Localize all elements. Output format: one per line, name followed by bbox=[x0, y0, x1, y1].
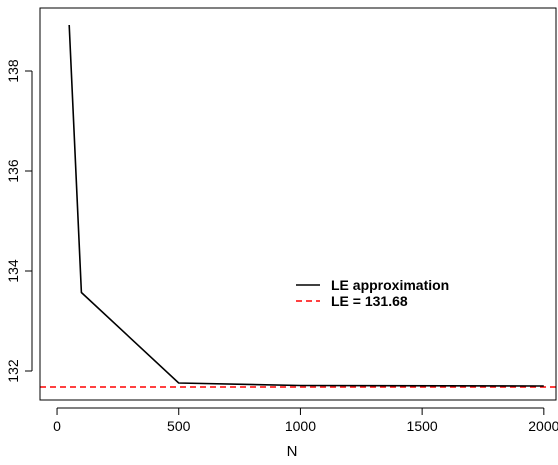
plot-lines bbox=[40, 24, 556, 388]
y-tick-label: 132 bbox=[5, 359, 21, 383]
x-axis-label: N bbox=[287, 443, 298, 460]
y-tick-label: 134 bbox=[5, 259, 21, 283]
legend-label: LE = 131.68 bbox=[331, 293, 408, 309]
x-axis: 0 500 1000 1500 2000 bbox=[53, 407, 558, 434]
y-axis: 132 134 136 138 bbox=[5, 59, 33, 383]
x-tick-label: 2000 bbox=[528, 418, 558, 434]
x-tick-label: 1500 bbox=[407, 418, 438, 434]
x-tick-label: 500 bbox=[167, 418, 191, 434]
x-tick-label: 0 bbox=[53, 418, 61, 434]
plot-frame bbox=[39, 7, 557, 401]
y-tick-label: 136 bbox=[5, 159, 21, 183]
legend-label: LE approximation bbox=[331, 277, 449, 293]
series-line bbox=[68, 24, 544, 387]
x-tick-label: 1000 bbox=[285, 418, 316, 434]
y-tick-label: 138 bbox=[5, 59, 21, 83]
